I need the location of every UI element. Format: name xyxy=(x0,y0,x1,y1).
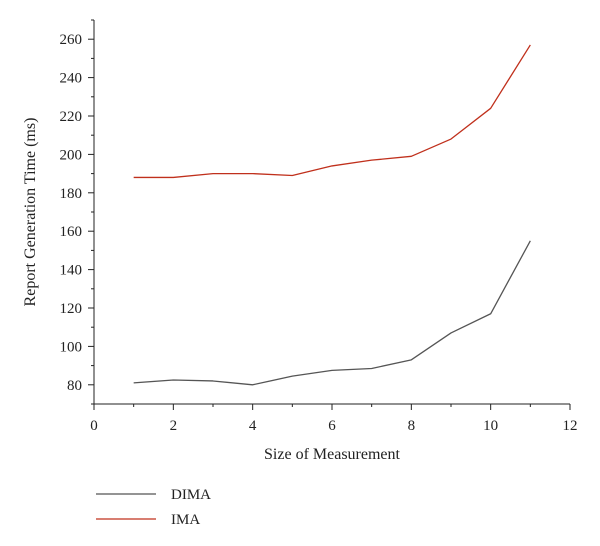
y-tick-label: 140 xyxy=(60,263,83,279)
x-tick-label: 8 xyxy=(408,418,416,434)
x-tick-label: 6 xyxy=(328,418,336,434)
series-line-dima xyxy=(133,240,531,386)
y-tick-label: 160 xyxy=(60,224,83,240)
legend: DIMA IMA xyxy=(96,487,211,528)
legend-label-ima: IMA xyxy=(171,512,200,528)
y-tick-label: 100 xyxy=(60,339,83,355)
x-tick-label: 2 xyxy=(170,418,178,434)
y-tick-label: 80 xyxy=(67,378,82,394)
x-tick-label: 10 xyxy=(483,418,498,434)
y-tick-label: 180 xyxy=(60,186,83,202)
legend-label-dima: DIMA xyxy=(171,487,211,503)
y-tick-label: 240 xyxy=(60,71,83,87)
x-tick-label: 12 xyxy=(563,418,578,434)
series-line-ima xyxy=(133,44,531,179)
y-tick-label: 200 xyxy=(60,147,83,163)
x-ticks: 0 2 4 6 8 10 12 xyxy=(90,404,578,434)
x-tick-label: 4 xyxy=(249,418,257,434)
y-tick-label: 260 xyxy=(60,32,83,48)
axes xyxy=(93,20,570,405)
y-axis-label: Report Generation Time (ms) xyxy=(22,118,39,307)
y-tick-label: 220 xyxy=(60,109,83,125)
x-tick-label: 0 xyxy=(90,418,98,434)
y-tick-label: 120 xyxy=(60,301,83,317)
y-ticks: 80 100 120 140 160 180 200 220 240 260 xyxy=(60,19,94,405)
series-lines xyxy=(133,44,531,386)
x-axis-label: Size of Measurement xyxy=(264,446,401,463)
